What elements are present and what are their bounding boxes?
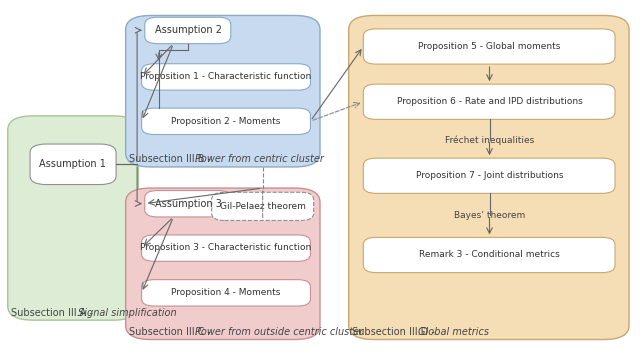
FancyBboxPatch shape <box>364 237 615 273</box>
Text: Proposition 4 - Moments: Proposition 4 - Moments <box>171 288 280 297</box>
Text: Gil-Pelaez theorem: Gil-Pelaez theorem <box>220 202 305 211</box>
Text: Proposition 7 - Joint distributions: Proposition 7 - Joint distributions <box>416 171 563 180</box>
Text: Proposition 6 - Rate and IPD distributions: Proposition 6 - Rate and IPD distributio… <box>397 97 582 106</box>
FancyBboxPatch shape <box>364 158 615 193</box>
FancyBboxPatch shape <box>364 29 615 64</box>
FancyBboxPatch shape <box>8 116 138 320</box>
FancyBboxPatch shape <box>141 64 310 90</box>
FancyBboxPatch shape <box>30 144 116 185</box>
Text: Proposition 2 - Moments: Proposition 2 - Moments <box>171 117 280 126</box>
FancyBboxPatch shape <box>141 108 310 135</box>
Text: Subsection III.A -: Subsection III.A - <box>11 308 96 318</box>
Text: Assumption 1: Assumption 1 <box>39 159 106 169</box>
FancyBboxPatch shape <box>145 17 231 44</box>
FancyBboxPatch shape <box>145 191 231 217</box>
Text: Proposition 5 - Global moments: Proposition 5 - Global moments <box>419 42 561 51</box>
FancyBboxPatch shape <box>141 235 310 261</box>
Text: Power from centric cluster: Power from centric cluster <box>195 154 324 164</box>
Text: Assumption 3: Assumption 3 <box>155 198 221 209</box>
Text: Remark 3 - Conditional metrics: Remark 3 - Conditional metrics <box>419 251 560 260</box>
Text: Bayes’ theorem: Bayes’ theorem <box>454 211 525 220</box>
FancyBboxPatch shape <box>125 16 320 167</box>
Text: Proposition 1 - Characteristic function: Proposition 1 - Characteristic function <box>140 72 311 81</box>
Text: Global metrics: Global metrics <box>419 327 490 337</box>
FancyBboxPatch shape <box>125 188 320 339</box>
Text: Signal simplification: Signal simplification <box>77 308 176 318</box>
Text: Subsection III.C -: Subsection III.C - <box>129 327 214 337</box>
FancyBboxPatch shape <box>349 16 629 339</box>
FancyBboxPatch shape <box>212 192 314 220</box>
Text: Subsection III.B -: Subsection III.B - <box>129 154 214 164</box>
Text: Fréchet inequalities: Fréchet inequalities <box>445 135 534 144</box>
FancyBboxPatch shape <box>141 280 310 306</box>
Text: Power from outside centric cluster: Power from outside centric cluster <box>195 327 364 337</box>
FancyBboxPatch shape <box>364 84 615 119</box>
Text: Subsection III.D -: Subsection III.D - <box>352 327 438 337</box>
Text: Assumption 2: Assumption 2 <box>155 25 221 35</box>
Text: Proposition 3 - Characteristic function: Proposition 3 - Characteristic function <box>140 244 311 252</box>
